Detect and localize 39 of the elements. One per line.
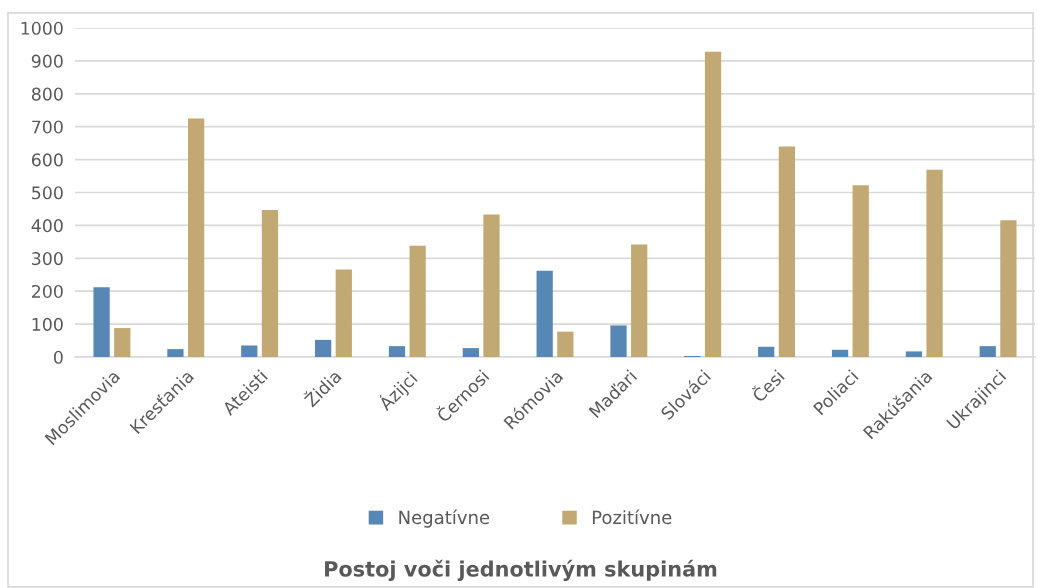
y-tick-label: 1000: [21, 21, 63, 35]
legend-label: Negatívne: [399, 509, 490, 528]
y-tick-label: 800: [31, 87, 63, 101]
bar: [831, 349, 849, 357]
bar: [114, 328, 131, 357]
text: Postoj voči jednotlivým skupinám: [325, 559, 717, 581]
legend-label: Pozitívne: [592, 509, 672, 525]
bar: [610, 325, 627, 357]
y-tick-label: 600: [31, 153, 63, 167]
bar: [631, 244, 648, 357]
bar: [315, 339, 332, 357]
bar: [536, 270, 553, 357]
y-tick-label: 700: [32, 120, 63, 134]
y-tick-label: 500: [32, 186, 63, 200]
y-tick-label: 200: [32, 284, 63, 299]
bar: [261, 209, 279, 357]
y-tick-label: 300: [32, 252, 63, 266]
bar: [462, 348, 479, 357]
y-tick-label: 100: [32, 317, 63, 331]
y-tick-label: 900: [31, 54, 63, 68]
bar: [483, 214, 500, 357]
bar: [335, 269, 352, 357]
bar: [758, 346, 775, 357]
bar: [388, 346, 406, 357]
bar: [778, 146, 795, 357]
bar: [1000, 220, 1017, 357]
bar: [187, 118, 205, 357]
bar: [852, 185, 869, 357]
bar: [241, 345, 258, 357]
bar: [905, 351, 923, 357]
bar: [167, 349, 184, 357]
y-tick-label: 400: [31, 219, 63, 233]
bar: [93, 287, 110, 357]
bar: [557, 331, 574, 357]
bar: [409, 245, 426, 357]
bar: [979, 346, 996, 357]
bar: [926, 169, 943, 357]
bar: [704, 51, 722, 357]
y-tick-label: 0: [53, 350, 63, 364]
